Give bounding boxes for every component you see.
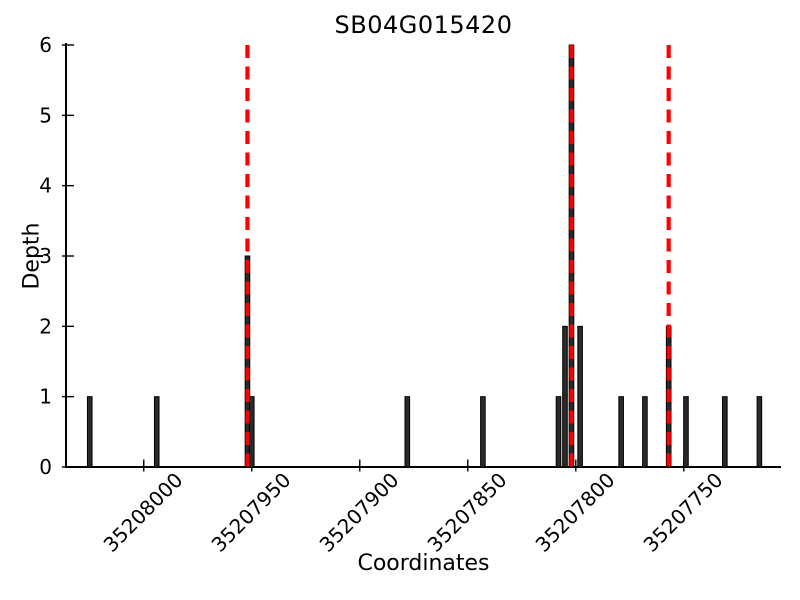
depth-bar — [756, 396, 763, 468]
x-tick-label: 35207750 — [639, 468, 728, 557]
depth-bar — [248, 396, 255, 468]
y-tick-label: 3 — [39, 244, 52, 268]
x-tick-label: 35207950 — [207, 468, 296, 557]
depth-bar — [244, 255, 251, 468]
y-tick-label: 6 — [39, 33, 52, 57]
depth-bar — [555, 396, 562, 468]
y-axis-label: Depth — [19, 222, 45, 290]
depth-bar — [722, 396, 728, 468]
depth-bar — [577, 325, 583, 468]
depth-bar — [642, 396, 648, 468]
x-tick-label: 35207850 — [423, 468, 512, 557]
y-tick-label: 4 — [39, 174, 52, 198]
depth-bar — [153, 396, 160, 468]
x-tick-label: 35207800 — [531, 468, 620, 557]
chart-title: SB04G015420 — [334, 11, 513, 39]
depth-bar — [480, 396, 486, 468]
x-axis-label: Coordinates — [357, 551, 490, 576]
depth-bar — [618, 396, 624, 468]
depth-bar — [568, 44, 575, 468]
depth-bar — [683, 396, 689, 468]
y-tick-label: 2 — [39, 314, 52, 338]
y-tick-label: 0 — [39, 455, 52, 479]
y-tick-label: 5 — [39, 103, 52, 127]
y-tick-label: 1 — [39, 385, 52, 409]
x-tick-label: 35207900 — [315, 468, 404, 557]
depth-bar — [562, 325, 568, 468]
depth-bar — [86, 396, 93, 468]
depth-bar — [404, 396, 411, 468]
x-tick-label: 35208000 — [99, 468, 188, 557]
